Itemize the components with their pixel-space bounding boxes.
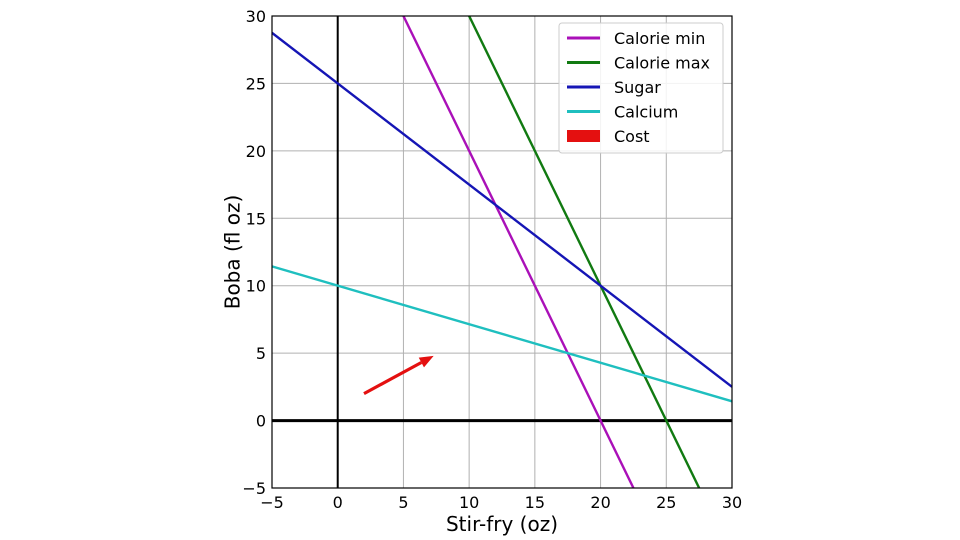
series-line-calcium (272, 265, 732, 403)
y-tick-label: 25 (246, 74, 266, 93)
y-tick-label: 5 (256, 344, 266, 363)
y-tick-label: −5 (242, 479, 266, 498)
x-tick-label: 15 (525, 493, 545, 512)
series-line-calorie-min (402, 16, 635, 488)
y-tick-label: 0 (256, 412, 266, 431)
legend-label-calorie-min: Calorie min (614, 29, 705, 48)
x-tick-label: 20 (590, 493, 610, 512)
cost-arrow-head (418, 355, 434, 368)
x-axis-label: Stir-fry (oz) (446, 512, 558, 536)
x-tick-label: 25 (656, 493, 676, 512)
legend: Calorie min Calorie max Sugar Calcium Cost (558, 22, 724, 154)
x-tick-label: −5 (260, 493, 284, 512)
cost-arrow (363, 355, 434, 396)
legend-box (558, 22, 724, 154)
series (272, 16, 732, 488)
y-tick-label: 30 (246, 7, 266, 26)
x-tick-label: 10 (459, 493, 479, 512)
x-tick-label: 0 (333, 493, 343, 512)
y-tick-label: 10 (246, 277, 266, 296)
y-tick-label: 15 (246, 209, 266, 228)
y-tick-label: 20 (246, 142, 266, 161)
tick-labels: −5 0 5 10 15 20 25 30 −5 0 5 10 15 20 25 30 (242, 7, 742, 512)
legend-label-calcium: Calcium (614, 103, 678, 122)
legend-label-calorie-max: Calorie max (614, 54, 710, 73)
cost-arrow-shaft (363, 361, 423, 396)
axes (272, 16, 732, 488)
series-line-sugar (272, 31, 732, 388)
x-tick-label: 5 (398, 493, 408, 512)
y-axis-label: Boba (fl oz) (221, 195, 245, 310)
legend-swatch-cost (567, 130, 600, 142)
series-line-calorie-max (468, 16, 701, 488)
legend-label-sugar: Sugar (614, 78, 661, 97)
x-tick-label: 30 (722, 493, 742, 512)
legend-label-cost: Cost (614, 127, 650, 146)
plot-frame (271, 15, 733, 489)
